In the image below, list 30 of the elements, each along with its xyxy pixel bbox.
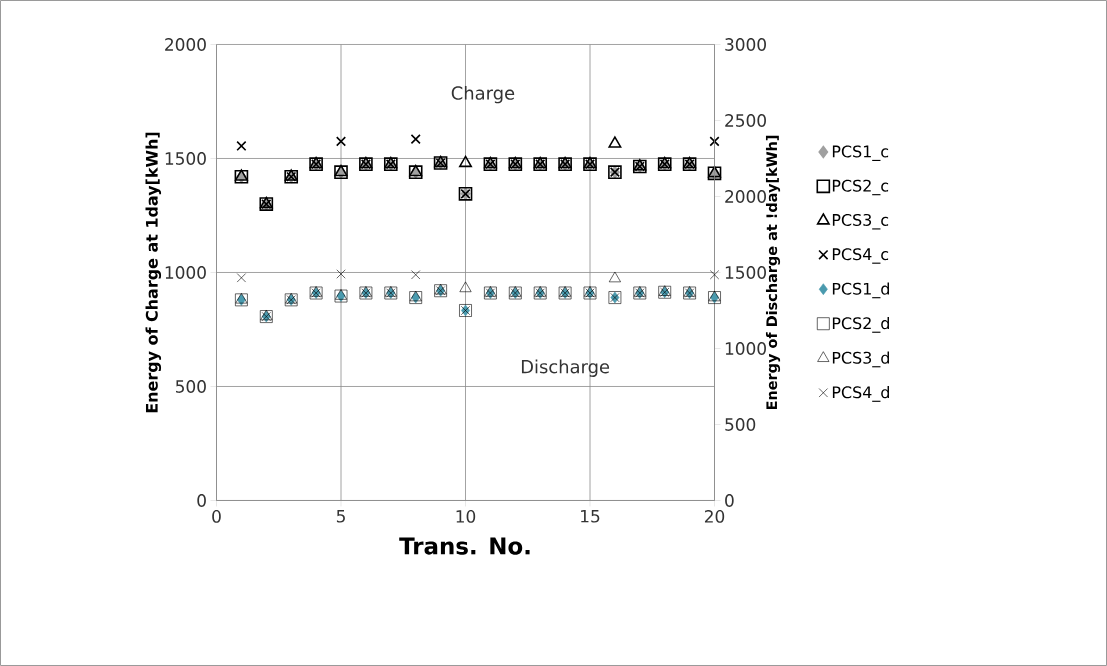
- y2-tick-label: 3000: [725, 38, 766, 51]
- y-tick-label: 1500: [165, 152, 206, 165]
- y-tick-label: 0: [197, 494, 206, 507]
- legend-label: PCS1_d: [832, 282, 889, 299]
- y2-tick-label: 0: [725, 494, 734, 507]
- y-axis-title: Energy of Charge at 1day[kWh]: [145, 132, 162, 413]
- legend-label: PCS2_c: [832, 179, 889, 196]
- x-tick-label: 20: [704, 509, 725, 523]
- legend-label: PCS3_c: [832, 213, 889, 230]
- y2-tick-label: 500: [725, 418, 756, 431]
- annotation: Discharge: [521, 359, 610, 377]
- y2-tick-label: 2000: [725, 190, 766, 203]
- y-tick-label: 500: [175, 380, 206, 393]
- y2-tick-label: 1500: [725, 266, 766, 279]
- legend-label: PCS2_d: [832, 316, 889, 333]
- y-tick-label: 2000: [165, 38, 206, 51]
- legend-label: PCS3_d: [832, 351, 889, 368]
- x-tick-label: 5: [336, 509, 345, 523]
- legend-label: PCS4_d: [832, 385, 889, 402]
- y-tick-label: 1000: [165, 266, 206, 279]
- y2-tick-label: 1000: [725, 342, 766, 355]
- x-tick-label: 0: [212, 509, 221, 523]
- x-axis-title: Trans. No.: [399, 537, 530, 555]
- legend-label: PCS1_c: [832, 145, 889, 161]
- y2-tick-label: 2500: [725, 114, 766, 127]
- x-tick-label: 10: [456, 509, 476, 523]
- legend-label: PCS4_c: [832, 248, 889, 264]
- annotation: Charge: [451, 85, 515, 104]
- y2-axis-title: Energy of Discharge at !day[kWh]: [765, 135, 781, 410]
- x-tick-label: 15: [581, 509, 600, 523]
